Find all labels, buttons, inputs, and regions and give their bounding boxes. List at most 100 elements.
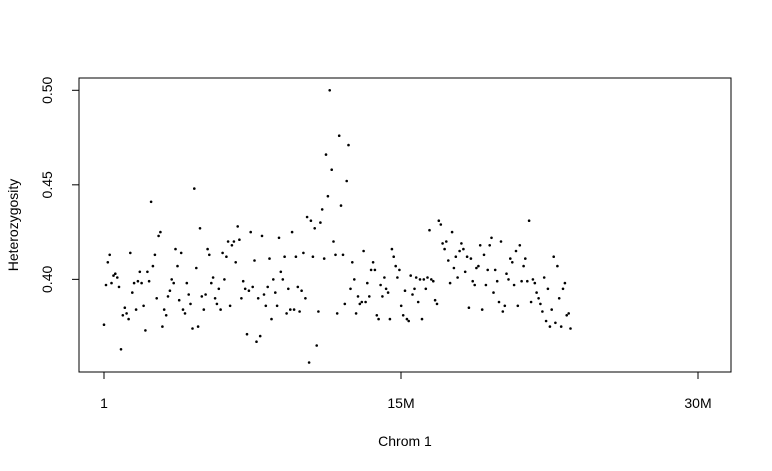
data-point [418, 278, 422, 281]
data-point [332, 240, 335, 243]
data-point [200, 295, 204, 298]
data-point [134, 308, 138, 311]
y-axis-label: Heterozygosity [5, 179, 21, 272]
data-point [179, 251, 183, 255]
data-point [497, 300, 501, 304]
data-point [511, 261, 514, 264]
data-point [290, 230, 294, 234]
data-point [104, 283, 108, 287]
data-point [473, 283, 477, 287]
data-point [315, 344, 319, 347]
data-point [157, 234, 160, 238]
data-point [294, 255, 298, 258]
y-tick-label: 0.45 [39, 171, 55, 198]
data-point [256, 297, 260, 300]
data-point [339, 204, 343, 207]
data-point [392, 255, 396, 258]
data-point [114, 272, 117, 276]
data-point [221, 251, 224, 255]
data-point [183, 312, 187, 315]
data-point [281, 278, 285, 281]
data-point [529, 300, 533, 304]
data-point [403, 289, 407, 293]
data-point [275, 304, 279, 308]
data-point [206, 247, 209, 251]
data-point [266, 285, 270, 289]
data-point [241, 279, 245, 283]
data-point [319, 221, 322, 224]
data-point [249, 230, 252, 234]
data-point [117, 285, 121, 289]
data-point [302, 251, 305, 255]
data-point [289, 308, 292, 311]
data-point [356, 295, 360, 298]
data-point [196, 325, 200, 328]
data-point [211, 276, 215, 279]
data-point [351, 261, 354, 264]
data-point [193, 187, 196, 190]
x-tick-label: 30M [684, 395, 711, 411]
data-point [353, 278, 356, 281]
data-point [132, 281, 136, 285]
data-point [247, 289, 251, 293]
data-point [264, 304, 268, 308]
data-point [439, 223, 443, 226]
data-point [539, 302, 542, 306]
data-point [140, 281, 143, 285]
data-point [478, 244, 482, 247]
data-point [556, 264, 559, 268]
data-point [347, 143, 350, 147]
data-point [435, 302, 439, 306]
data-point [228, 304, 232, 308]
data-point [447, 259, 450, 262]
data-point [430, 278, 433, 281]
data-point [162, 308, 166, 311]
data-point [195, 266, 198, 270]
data-point [383, 276, 386, 279]
data-point [270, 317, 273, 321]
data-point [520, 279, 523, 283]
data-point [503, 304, 507, 308]
data-point [326, 194, 330, 198]
data-point [268, 257, 271, 260]
data-point [116, 276, 119, 279]
data-point [226, 240, 230, 243]
data-point [368, 295, 371, 298]
data-point [322, 257, 326, 260]
data-point [509, 257, 512, 260]
data-point [147, 279, 151, 283]
data-point [307, 361, 311, 364]
data-point [569, 327, 572, 330]
data-point [565, 314, 568, 317]
x-axis: 1 15M 30M [100, 371, 712, 411]
data-point [108, 253, 111, 257]
data-point [168, 289, 172, 293]
data-point [144, 329, 147, 332]
data-point [552, 255, 555, 258]
data-point [223, 278, 226, 281]
data-point [225, 255, 228, 258]
data-point [522, 264, 525, 268]
data-point [492, 291, 495, 294]
data-point [320, 208, 324, 211]
data-point [131, 291, 134, 294]
data-point [373, 268, 377, 272]
data-point [354, 312, 358, 315]
data-point [328, 89, 332, 92]
data-point [127, 317, 130, 321]
data-point [527, 219, 531, 222]
data-point [296, 285, 300, 289]
data-point [324, 153, 328, 156]
data-point [136, 279, 140, 283]
data-point [557, 297, 561, 300]
data-point [146, 270, 149, 274]
data-point [262, 293, 266, 296]
data-point [366, 281, 369, 285]
y-axis: 0.40 0.45 0.50 [39, 76, 80, 293]
data-point [399, 304, 403, 308]
data-point [238, 238, 241, 241]
data-point [465, 255, 469, 258]
data-point [125, 312, 128, 315]
data-point [230, 244, 234, 247]
data-point [245, 332, 249, 336]
